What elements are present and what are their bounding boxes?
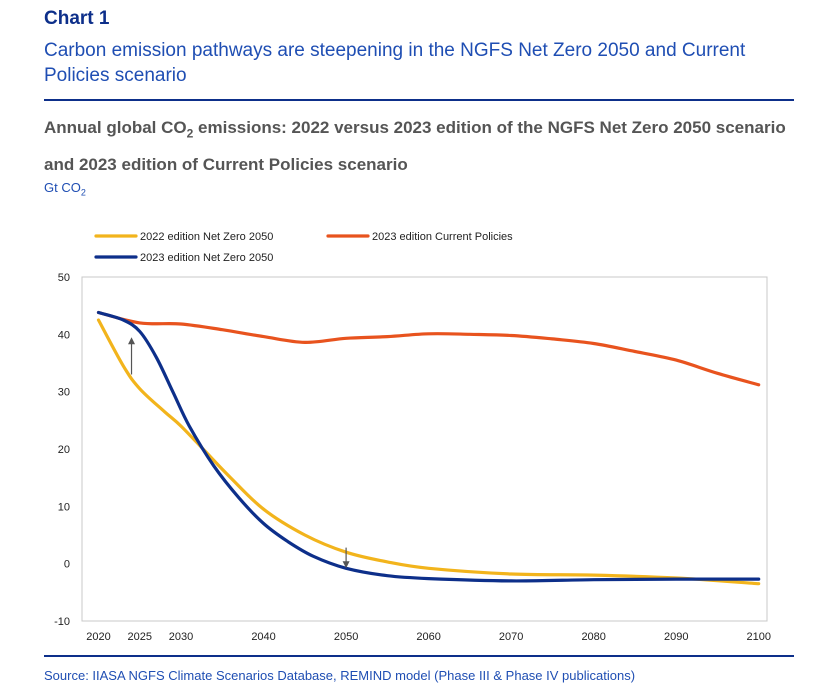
y-tick-label: 30 [58,387,70,399]
series-line-2022-edition-net-zero-2050 [96,318,761,586]
x-tick-label: 2060 [416,631,440,643]
x-tick-label: 2080 [581,631,605,643]
y-tick-label: 50 [58,272,70,284]
x-tick-label: 2020 [86,631,110,643]
y-tick-label: 40 [58,329,70,341]
x-tick-label: 2025 [128,631,152,643]
subtitle-part2: emissions: 2022 versus 2023 edition of t… [44,118,786,175]
x-tick-label: 2090 [664,631,688,643]
chart-series [96,310,761,586]
x-tick-label: 2050 [334,631,358,643]
x-tick-label: 2100 [747,631,771,643]
y-tick-label: 0 [64,559,70,571]
legend-label-2023-edition-net-zero-2050: 2023 edition Net Zero 2050 [140,252,273,264]
x-tick-label: 2030 [169,631,193,643]
subtitle-part1: Annual global CO [44,118,187,137]
unit-main: Gt CO [44,180,81,195]
chart-subtitle: Annual global CO2 emissions: 2022 versus… [44,112,804,180]
y-tick-label: 20 [58,444,70,456]
top-divider [44,99,794,101]
unit-label: Gt CO2 [44,180,86,198]
y-tick-label: -10 [54,616,70,628]
plot-frame [81,276,768,622]
chart-number: Chart 1 [44,8,110,29]
subtitle-subscript: 2 [186,126,194,141]
y-tick-label: 10 [58,501,70,513]
bottom-divider [44,655,794,657]
legend-label-2022-edition-net-zero-2050: 2022 edition Net Zero 2050 [140,231,273,243]
unit-subscript: 2 [80,187,86,198]
legend-label-2023-edition-current-policies: 2023 edition Current Policies [372,231,513,243]
chart-title: Carbon emission pathways are steepening … [44,40,746,86]
chart-annotations [128,337,350,569]
source-note: Source: IIASA NGFS Climate Scenarios Dat… [44,668,636,683]
annotation-arrow-head [128,337,136,345]
annotation-arrow-head [342,561,350,569]
x-tick-label: 2040 [251,631,275,643]
chart-legend: 2022 edition Net Zero 2050 2023 edition C… [94,231,513,264]
series-line-2023-edition-net-zero-2050 [96,310,761,583]
series-line-2023-edition-current-policies [96,310,761,387]
x-tick-label: 2070 [499,631,523,643]
